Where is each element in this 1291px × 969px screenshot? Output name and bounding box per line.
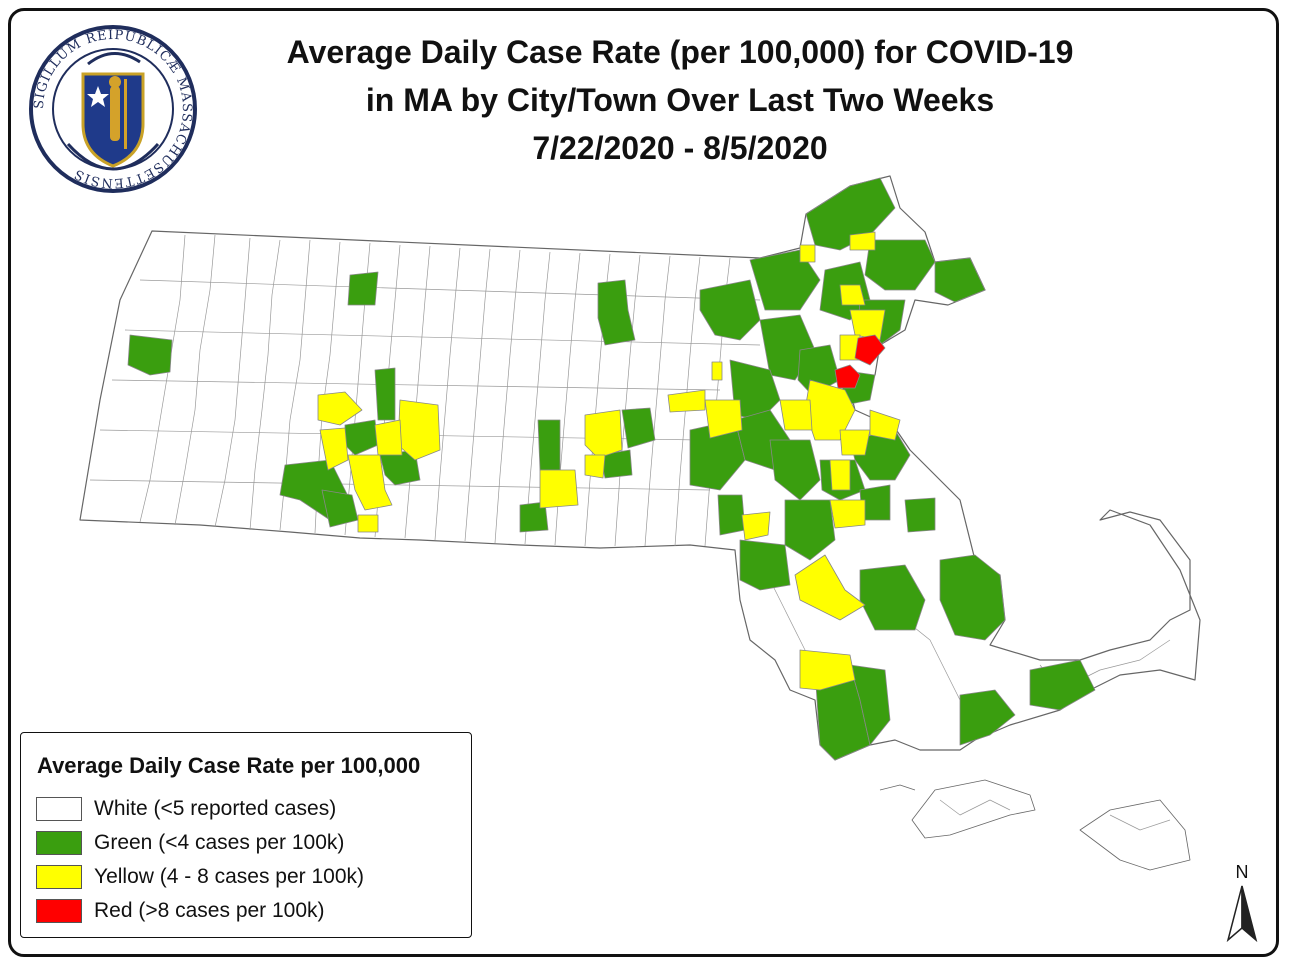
red-towns xyxy=(834,334,886,389)
legend-item-green: Green (<4 cases per 100k) xyxy=(36,828,344,858)
legend-label: Green (<4 cases per 100k) xyxy=(94,831,345,854)
north-label: N xyxy=(1235,862,1249,882)
green-towns xyxy=(127,177,1096,761)
legend-item-white: White (<5 reported cases) xyxy=(36,794,336,824)
massachusetts-seal-icon: SIGILLUM REIPUBLICÆ MASSACHUSETTENSIS xyxy=(29,25,197,193)
legend-swatch-red xyxy=(36,899,82,923)
legend-swatch-yellow xyxy=(36,865,82,889)
legend-swatch-green xyxy=(36,831,82,855)
marthas-vineyard xyxy=(911,779,1036,839)
legend-label: Yellow (4 - 8 cases per 100k) xyxy=(94,865,365,888)
map-title: Average Daily Case Rate (per 100,000) fo… xyxy=(180,28,1180,172)
title-line-3: 7/22/2020 - 8/5/2020 xyxy=(532,130,828,166)
legend-item-red: Red (>8 cases per 100k) xyxy=(36,896,325,926)
elizabeth-islands xyxy=(879,784,916,791)
title-line-1: Average Daily Case Rate (per 100,000) fo… xyxy=(286,34,1074,70)
north-arrow: N xyxy=(1222,862,1262,943)
legend-item-yellow: Yellow (4 - 8 cases per 100k) xyxy=(36,862,364,892)
legend-swatch-white xyxy=(36,797,82,821)
title-line-2: in MA by City/Town Over Last Two Weeks xyxy=(365,82,995,118)
map-legend: Average Daily Case Rate per 100,000 Whit… xyxy=(20,732,472,938)
nantucket xyxy=(1079,799,1191,871)
legend-title: Average Daily Case Rate per 100,000 xyxy=(37,753,421,778)
legend-label: White (<5 reported cases) xyxy=(94,797,337,820)
yellow-towns xyxy=(317,231,901,691)
north-arrow-icon xyxy=(1226,885,1258,943)
legend-label: Red (>8 cases per 100k) xyxy=(94,899,325,922)
